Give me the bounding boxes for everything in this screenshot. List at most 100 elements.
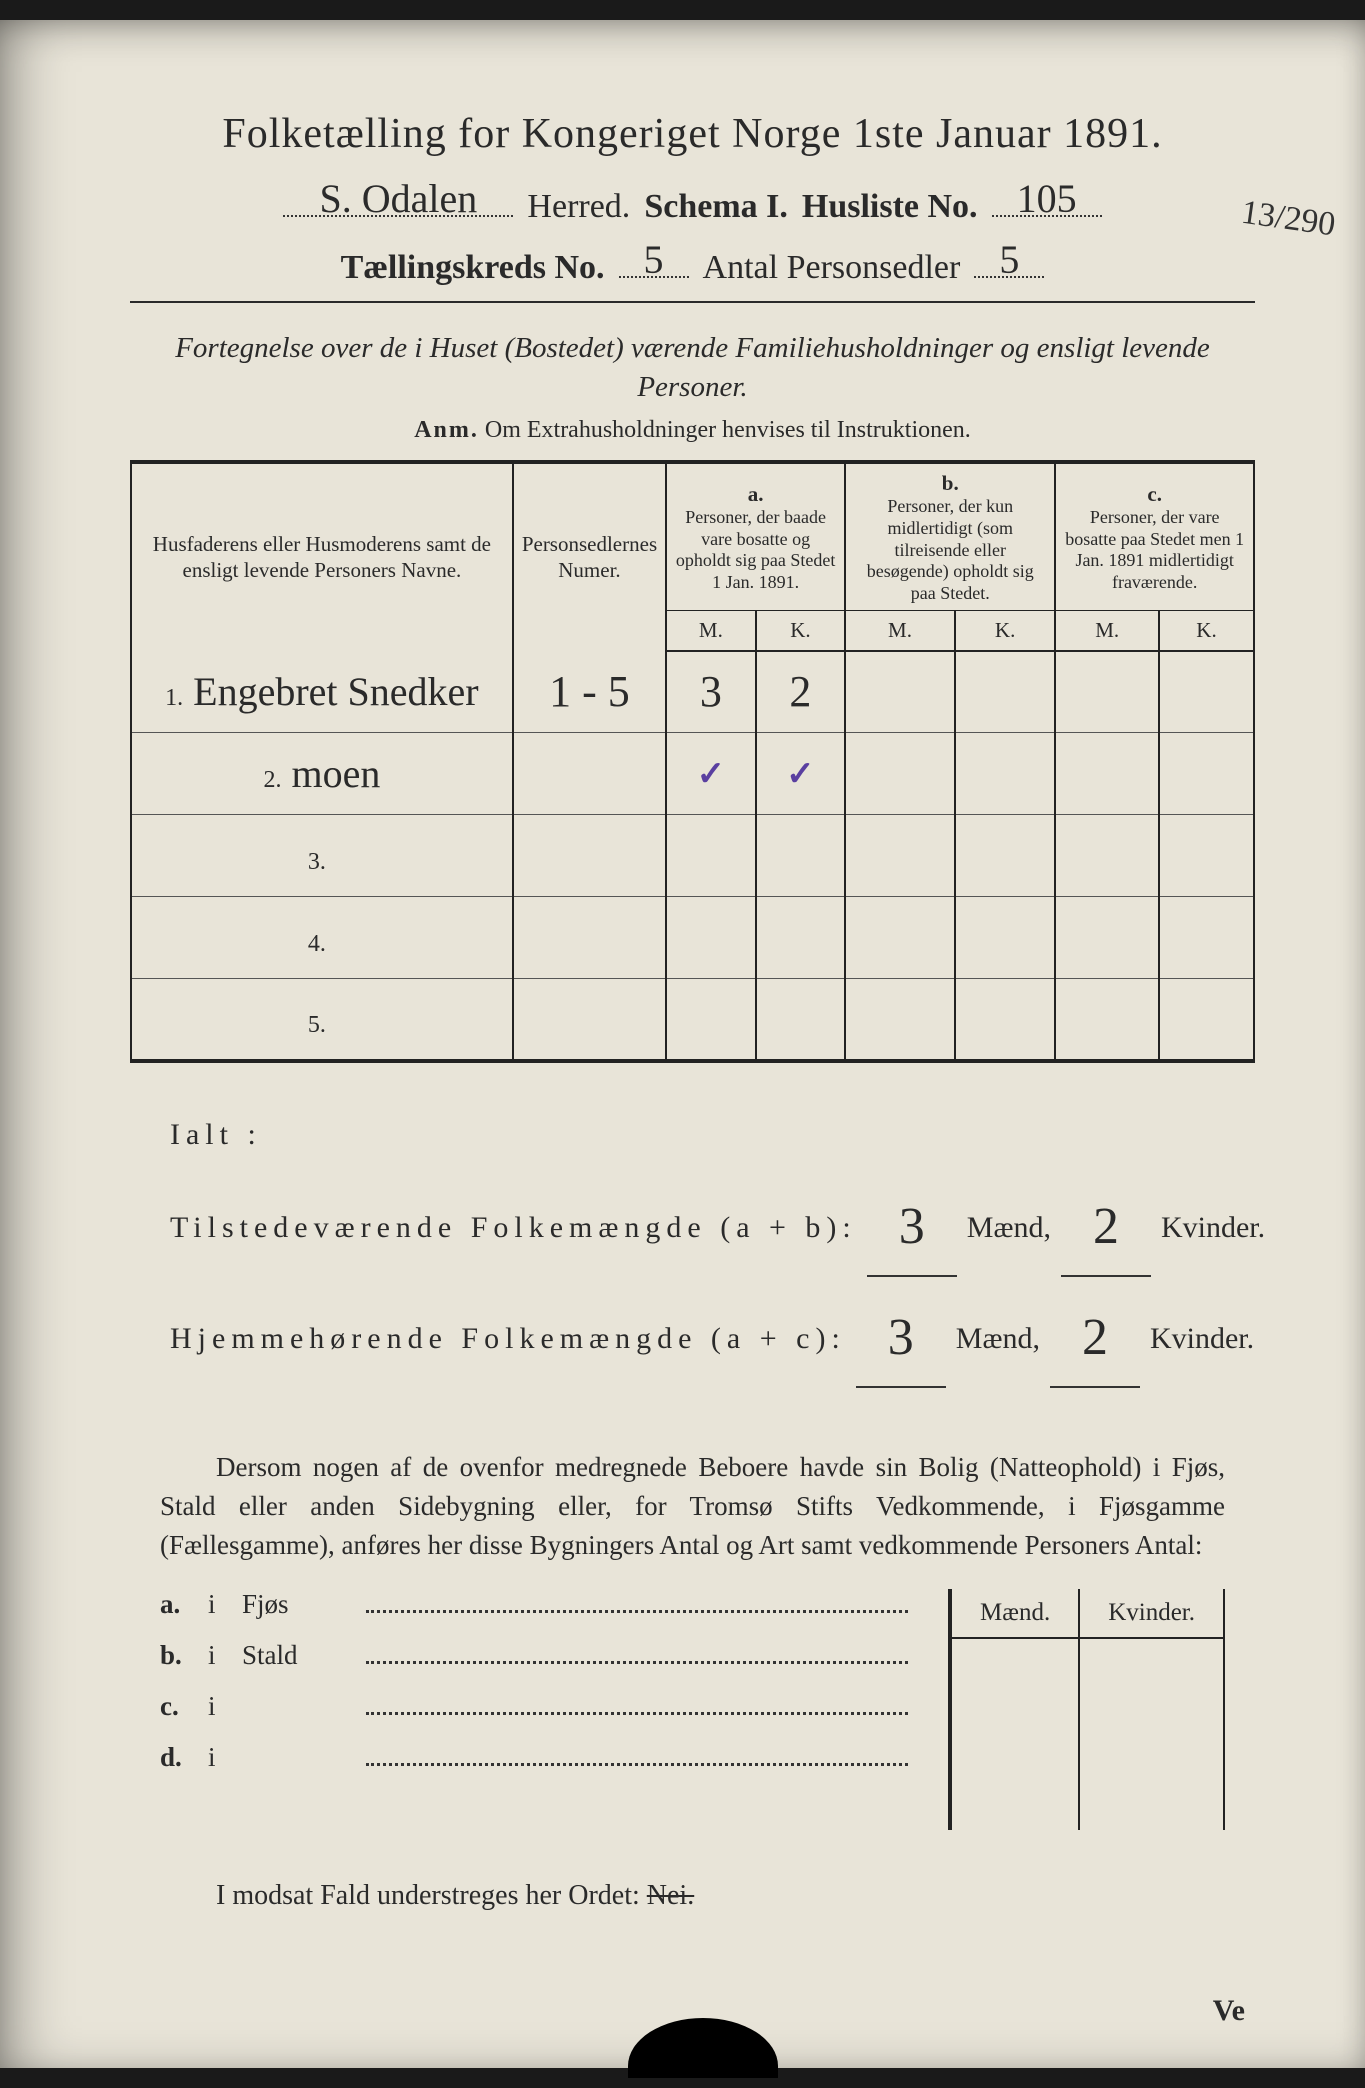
schema-label: Schema I. [644,188,788,226]
cell-b-k [955,815,1056,897]
header-rule [130,301,1255,303]
tilstede-label: Tilstedeværende Folkemængde (a + b): [170,1196,857,1259]
th-c-m: M. [1055,611,1159,651]
maend-label-1: Mænd, [967,1196,1051,1259]
cell-a-k [756,815,846,897]
th-group-b: b. Personer, der kun midlertidigt (som t… [845,462,1055,611]
page-turn-ve: Ve [1213,1994,1245,2028]
herred-label: Herred. [527,188,630,226]
building-row: b.iStald [160,1640,908,1671]
header-line-3: Tællingskreds No. 5 Antal Personsedler 5 [130,240,1255,286]
header-block: Folketælling for Kongeriget Norge 1ste J… [130,110,1255,303]
cell-b-m [845,979,955,1061]
th-b-m: M. [845,611,955,651]
cell-c-m [1055,733,1159,815]
census-tbody: 1.Engebret Snedker1 - 5322.moen ✓✓ 3.4.5. [131,651,1254,1061]
building-i: i [208,1589,228,1620]
mk-box: Mænd. Kvinder. [948,1589,1225,1830]
cell-c-m [1055,815,1159,897]
cell-b-k [955,651,1056,733]
cell-num [513,897,666,979]
table-row: 3. [131,815,1254,897]
cell-a-k [756,897,846,979]
building-paragraph: Dersom nogen af de ovenfor medregnede Be… [160,1448,1225,1565]
totals-block: Ialt : Tilstedeværende Folkemængde (a + … [170,1103,1215,1388]
table-row: 4. [131,897,1254,979]
mk-cell [1079,1638,1224,1686]
cell-name: 3. [131,815,513,897]
census-form-page: 13/290 Folketælling for Kongeriget Norge… [0,20,1365,2068]
mk-cell [1079,1782,1224,1830]
tilstede-k: 2 [1093,1198,1119,1255]
building-dots [366,1645,908,1664]
building-type: Stald [242,1640,352,1671]
cell-name: 5. [131,979,513,1061]
husliste-fill: 105 [992,180,1102,217]
herred-fill: S. Odalen [283,180,513,217]
ialt-label: Ialt : [170,1103,1215,1166]
building-dots [366,1747,908,1766]
main-title: Folketælling for Kongeriget Norge 1ste J… [130,110,1255,158]
building-letter: c. [160,1691,194,1722]
th-c-k: K. [1159,611,1254,651]
hjemme-k: 2 [1082,1309,1108,1366]
footer-line: I modsat Fald understreges her Ordet: Ne… [160,1880,1225,1912]
building-block: a. i Fjøs b.iStald c. i d.i Mænd. Kvinder. [160,1589,1225,1830]
building-letter: b. [160,1640,194,1671]
maend-label-2: Mænd, [956,1307,1040,1370]
anm-line: Anm. Om Extrahusholdninger henvises til … [130,417,1255,444]
mk-cell [1079,1734,1224,1782]
cell-c-k [1159,897,1254,979]
building-letter: d. [160,1742,194,1773]
kreds-value: 5 [619,240,689,280]
nei-struck: Nei. [647,1880,694,1911]
cell-b-m [845,815,955,897]
mk-cell [951,1686,1079,1734]
anm-label: Anm. [414,417,479,443]
cell-a-k [756,979,846,1061]
husliste-label: Husliste No. [802,188,978,226]
th-group-c: c. Personer, der vare bosatte paa Stedet… [1055,462,1254,611]
mk-cell [951,1638,1079,1686]
cell-b-m [845,897,955,979]
mk-maend: Mænd. [951,1589,1079,1638]
building-type: Fjøs [242,1589,352,1620]
cell-b-k [955,897,1056,979]
building-row: d.i [160,1742,908,1773]
cell-a-m: ✓ [666,733,756,815]
tilstede-k-fill: 2 [1061,1166,1151,1277]
hjemme-row: Hjemmehørende Folkemængde (a + c): 3 Mæn… [170,1277,1215,1388]
footer-prefix: I modsat Fald understreges her Ordet: [216,1880,640,1911]
building-letter: a. [160,1589,194,1620]
cell-name: 2.moen [131,733,513,815]
cell-num: 1 - 5 [513,651,666,733]
kreds-label: Tællingskreds No. [341,249,605,287]
husliste-value: 105 [992,179,1102,219]
table-row: 1.Engebret Snedker1 - 532 [131,651,1254,733]
hjemme-m: 3 [888,1309,914,1366]
hjemme-label: Hjemmehørende Folkemængde (a + c): [170,1307,846,1370]
table-row: 5. [131,979,1254,1061]
th-a-m: M. [666,611,756,651]
th-a-k: K. [756,611,846,651]
building-dots [366,1594,908,1613]
group-c-text: Personer, der vare bosatte paa Stedet me… [1064,507,1245,593]
cell-b-k [955,733,1056,815]
antal-label: Antal Personsedler [703,249,961,287]
cell-b-m [845,651,955,733]
cell-num [513,979,666,1061]
kvinder-label-1: Kvinder. [1161,1196,1265,1259]
cell-b-k [955,979,1056,1061]
cell-a-m [666,979,756,1061]
mk-kvinder: Kvinder. [1079,1589,1224,1638]
th-num: Personsedlernes Numer. [513,462,666,650]
group-c-letter: c. [1147,482,1162,506]
cell-a-m [666,897,756,979]
cell-name: 1.Engebret Snedker [131,651,513,733]
antal-value: 5 [974,240,1044,280]
mk-cell [951,1782,1079,1830]
building-row: a. i Fjøs [160,1589,908,1620]
cell-a-k: ✓ [756,733,846,815]
mk-cell [1079,1686,1224,1734]
cell-c-k [1159,733,1254,815]
